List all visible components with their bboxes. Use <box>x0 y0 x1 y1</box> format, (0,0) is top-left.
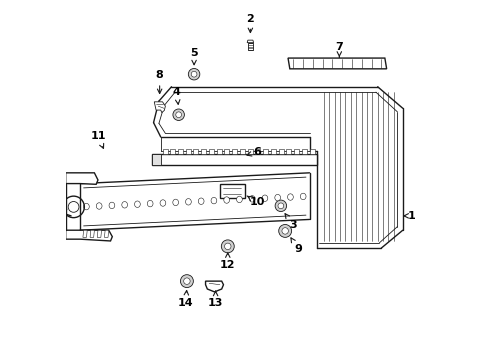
Polygon shape <box>248 43 252 50</box>
Polygon shape <box>205 281 223 292</box>
Text: 8: 8 <box>156 70 164 94</box>
Polygon shape <box>263 149 268 154</box>
Polygon shape <box>271 149 276 154</box>
Circle shape <box>184 278 190 284</box>
Polygon shape <box>310 149 315 154</box>
Polygon shape <box>232 149 237 154</box>
Polygon shape <box>255 149 260 154</box>
Circle shape <box>282 228 289 234</box>
Text: 12: 12 <box>220 253 236 270</box>
Polygon shape <box>240 149 245 154</box>
Polygon shape <box>220 184 245 198</box>
Polygon shape <box>286 149 292 154</box>
Circle shape <box>275 200 287 212</box>
Text: 13: 13 <box>208 291 223 308</box>
Text: 2: 2 <box>246 14 254 32</box>
Polygon shape <box>302 149 307 154</box>
Polygon shape <box>279 149 284 154</box>
Text: 3: 3 <box>285 214 297 230</box>
Polygon shape <box>209 149 214 154</box>
Polygon shape <box>178 149 183 154</box>
Ellipse shape <box>288 194 294 200</box>
Ellipse shape <box>249 195 255 202</box>
Ellipse shape <box>186 199 191 205</box>
Ellipse shape <box>275 194 281 201</box>
Text: 11: 11 <box>90 131 106 148</box>
Circle shape <box>279 225 292 237</box>
Polygon shape <box>163 149 168 154</box>
Polygon shape <box>224 149 229 154</box>
Ellipse shape <box>211 197 217 204</box>
Ellipse shape <box>109 202 115 209</box>
Ellipse shape <box>300 193 306 200</box>
Text: 6: 6 <box>247 147 262 157</box>
Ellipse shape <box>135 201 140 207</box>
Polygon shape <box>66 230 112 241</box>
Ellipse shape <box>224 197 229 203</box>
Polygon shape <box>97 230 101 237</box>
Polygon shape <box>194 149 198 154</box>
Polygon shape <box>154 102 166 113</box>
Polygon shape <box>288 58 387 69</box>
Ellipse shape <box>97 203 102 209</box>
Ellipse shape <box>147 201 153 207</box>
Polygon shape <box>170 149 175 154</box>
Ellipse shape <box>160 200 166 206</box>
Ellipse shape <box>237 196 242 203</box>
Ellipse shape <box>84 203 89 210</box>
Polygon shape <box>90 230 95 237</box>
Circle shape <box>278 203 284 209</box>
Polygon shape <box>186 149 191 154</box>
Text: 10: 10 <box>247 196 265 207</box>
Polygon shape <box>247 149 253 154</box>
Text: 5: 5 <box>190 48 198 65</box>
Polygon shape <box>201 149 206 154</box>
Ellipse shape <box>198 198 204 204</box>
Text: 1: 1 <box>404 211 416 221</box>
Text: 14: 14 <box>178 291 194 308</box>
Circle shape <box>224 243 231 249</box>
Polygon shape <box>66 173 98 184</box>
Text: 4: 4 <box>173 87 181 104</box>
Ellipse shape <box>122 202 127 208</box>
Polygon shape <box>83 230 87 237</box>
Polygon shape <box>104 230 109 237</box>
Text: 9: 9 <box>291 238 302 254</box>
Polygon shape <box>152 154 317 165</box>
Circle shape <box>176 112 181 118</box>
Polygon shape <box>247 40 254 42</box>
Polygon shape <box>294 149 299 154</box>
Polygon shape <box>152 154 161 165</box>
Ellipse shape <box>262 195 268 202</box>
Circle shape <box>221 240 234 253</box>
Polygon shape <box>217 149 221 154</box>
Circle shape <box>173 109 184 121</box>
Text: 7: 7 <box>336 42 343 57</box>
Circle shape <box>191 71 197 77</box>
Circle shape <box>180 275 194 288</box>
Circle shape <box>188 68 200 80</box>
Ellipse shape <box>173 199 178 206</box>
